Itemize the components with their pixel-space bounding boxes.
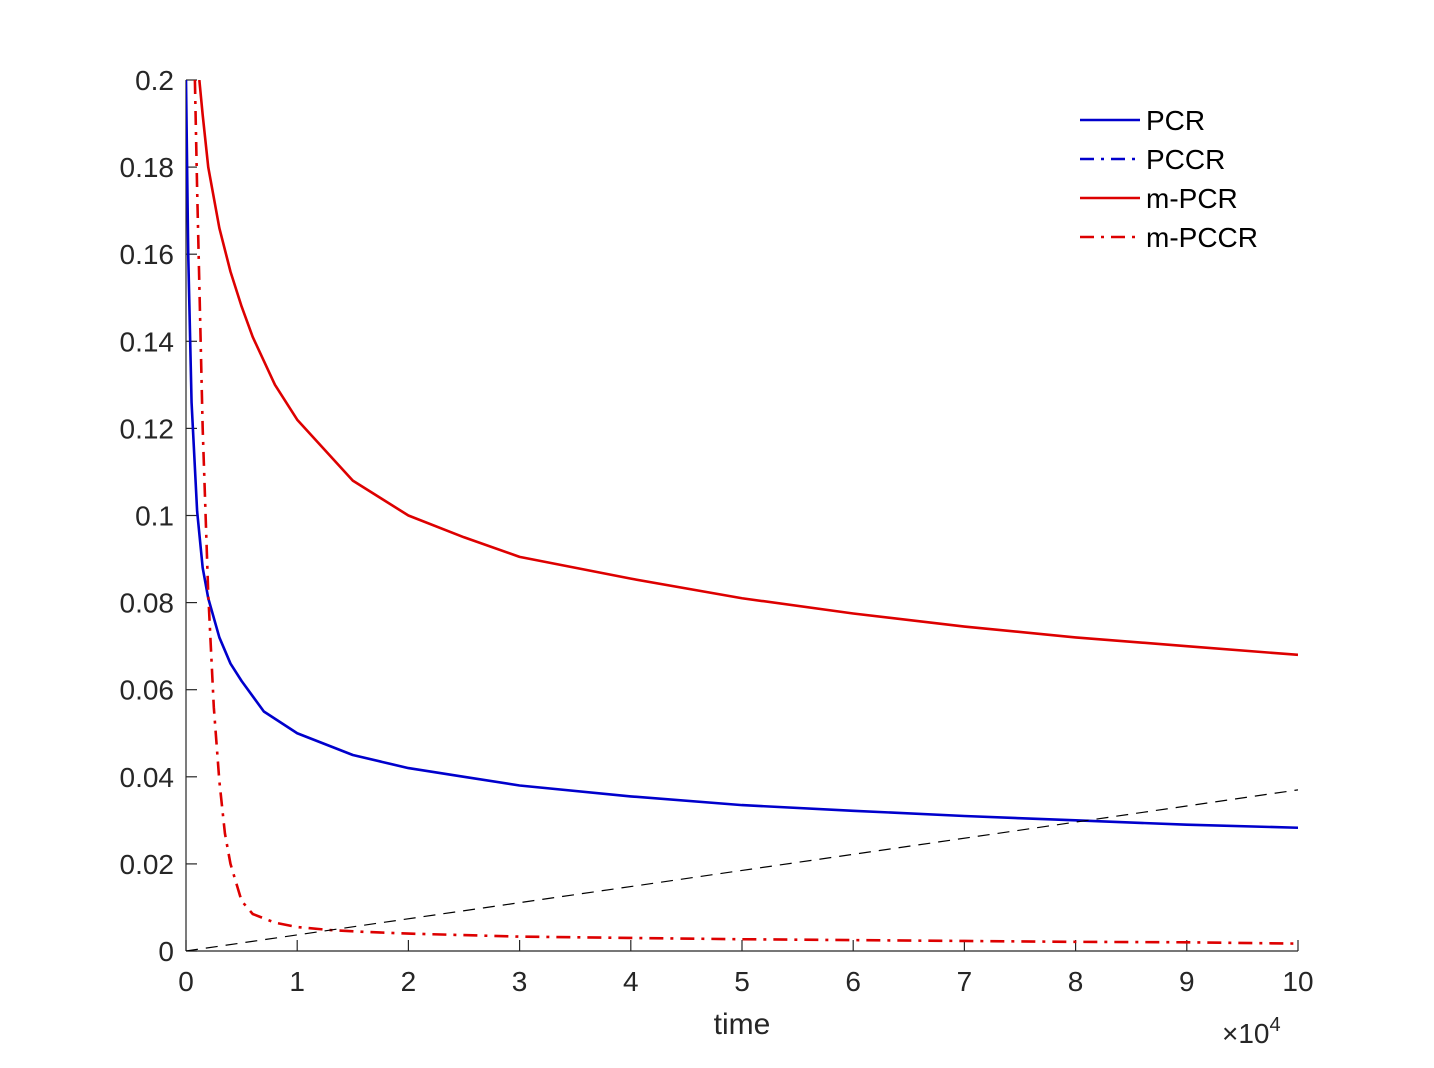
x-tick-label: 1: [289, 966, 305, 997]
y-tick-label: 0.1: [135, 501, 174, 532]
x-tick-label: 5: [734, 966, 750, 997]
legend-label: m-PCR: [1146, 183, 1238, 214]
series-layer: [186, 80, 1298, 951]
series-line-m-pcr: [198, 80, 1298, 657]
x-axis-title: time: [714, 1008, 771, 1041]
x-tick-label: 0: [178, 966, 194, 997]
y-tick-label: 0.04: [120, 762, 175, 793]
y-tick-label: 0.06: [120, 675, 175, 706]
x-ticks: 0 1 2 3 4 5 6 7 8 9 10: [178, 940, 1314, 997]
y-tick-label: 0.2: [135, 65, 174, 96]
y-tick-label: 0.16: [120, 239, 175, 270]
x-exponent-power: 4: [1270, 1014, 1281, 1036]
y-tick-label: 0.18: [120, 152, 175, 183]
series-line-pcr: [186, 80, 1298, 830]
x-exponent-base: ×10: [1222, 1018, 1270, 1049]
y-tick-label: 0.08: [120, 588, 175, 619]
y-tick-label: 0.12: [120, 413, 175, 444]
x-tick-label: 3: [512, 966, 528, 997]
x-exponent-label: ×104: [1222, 1014, 1281, 1049]
series-line-m-pccr: [193, 80, 1298, 945]
x-tick-label: 4: [623, 966, 639, 997]
legend-label: PCR: [1146, 105, 1205, 136]
x-tick-label: 9: [1179, 966, 1195, 997]
legend-label: PCCR: [1146, 144, 1225, 175]
x-tick-label: 10: [1282, 966, 1313, 997]
y-tick-label: 0: [158, 936, 174, 967]
series-line-reference: [186, 789, 1298, 951]
x-tick-label: 8: [1068, 966, 1084, 997]
y-tick-label: 0.14: [120, 326, 175, 357]
x-tick-label: 2: [401, 966, 417, 997]
y-tick-label: 0.02: [120, 849, 175, 880]
legend-label: m-PCCR: [1146, 222, 1258, 253]
x-tick-label: 6: [845, 966, 861, 997]
x-tick-label: 7: [957, 966, 973, 997]
y-ticks: 0 0.02 0.04 0.06 0.08 0.1 0.12 0.14 0.16 0.18 0.2: [120, 65, 197, 967]
legend: PCR PCCR m-PCR m-PCCR: [1080, 105, 1258, 253]
